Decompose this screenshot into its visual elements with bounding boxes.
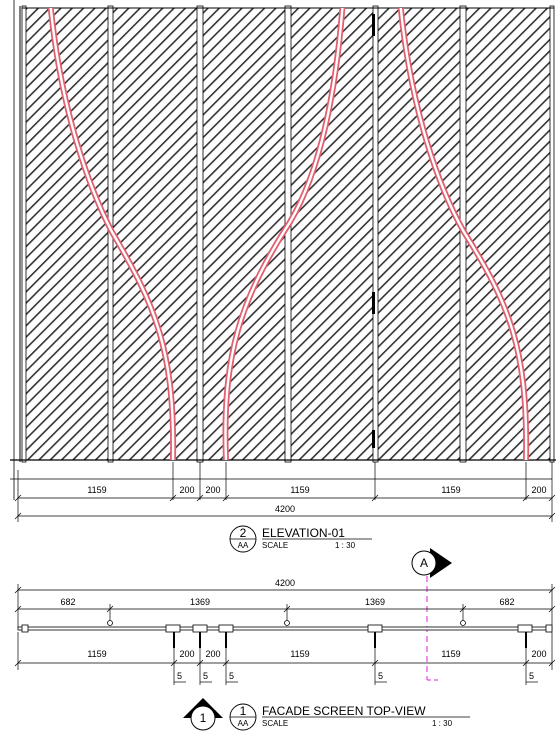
section-marker: A bbox=[411, 548, 452, 681]
curved-rods bbox=[47, 8, 530, 460]
top-spacing-3: 1369 bbox=[365, 597, 385, 607]
top-view-title-block: 1 1 AA FACADE SCREEN TOP-VIEW SCALE 1 : … bbox=[183, 698, 470, 731]
view-marker-label: 1 bbox=[200, 711, 207, 725]
gap-tag-2: 5 bbox=[203, 671, 208, 681]
top-view-scale-value: 1 : 30 bbox=[432, 719, 453, 728]
elevation-title-block: 2 AA ELEVATION-01 SCALE 1 : 30 bbox=[229, 525, 372, 553]
gap-tag-4: 5 bbox=[378, 671, 383, 681]
top-dim-5: 1159 bbox=[441, 649, 460, 659]
elev-dim-2: 200 bbox=[179, 485, 194, 495]
elev-dim-5: 1159 bbox=[441, 485, 460, 495]
hatched-panels bbox=[26, 8, 550, 460]
elevation-callout-ref: AA bbox=[238, 541, 249, 550]
gap-tag-3: 5 bbox=[229, 671, 234, 681]
elevation-title: ELEVATION-01 bbox=[262, 526, 345, 540]
top-view-callout-number: 1 bbox=[240, 704, 247, 718]
gap-tag-1: 5 bbox=[177, 671, 182, 681]
elev-total-dim: 4200 bbox=[275, 504, 295, 514]
elev-dim-1: 1159 bbox=[87, 485, 106, 495]
section-marker-label: A bbox=[420, 556, 428, 570]
top-view-callout-ref: AA bbox=[238, 719, 249, 728]
top-dim-4: 1159 bbox=[290, 649, 309, 659]
gap-tag-5: 5 bbox=[529, 671, 534, 681]
elevation-view: 1159 200 200 1159 1159 200 4200 2 AA ELE… bbox=[10, 0, 556, 553]
top-view-dimensions bbox=[14, 584, 556, 628]
screen-plan bbox=[17, 624, 553, 633]
top-view: A 4200 682 1369 1369 bbox=[14, 548, 556, 731]
panel-connectors bbox=[372, 14, 375, 448]
elev-dim-4: 1159 bbox=[290, 485, 309, 495]
top-dim-2: 200 bbox=[179, 649, 194, 659]
elev-dim-3: 200 bbox=[205, 485, 220, 495]
top-spacing-4: 682 bbox=[499, 597, 514, 607]
top-spacing-2: 1369 bbox=[190, 597, 210, 607]
elevation-scale-label: SCALE bbox=[262, 541, 288, 550]
top-view-scale-label: SCALE bbox=[262, 719, 288, 728]
top-dim-6: 200 bbox=[531, 649, 546, 659]
elev-dim-6: 200 bbox=[531, 485, 546, 495]
top-total-dim: 4200 bbox=[275, 578, 295, 588]
rod-posts bbox=[173, 632, 527, 648]
elevation-dimensions bbox=[10, 462, 556, 522]
top-dim-1: 1159 bbox=[87, 649, 106, 659]
top-dim-3: 200 bbox=[205, 649, 220, 659]
rod-markers bbox=[107, 620, 466, 626]
top-view-title: FACADE SCREEN TOP-VIEW bbox=[262, 704, 426, 718]
elevation-callout-number: 2 bbox=[240, 526, 247, 540]
top-spacing-1: 682 bbox=[60, 597, 75, 607]
elevation-scale-value: 1 : 30 bbox=[335, 541, 356, 550]
